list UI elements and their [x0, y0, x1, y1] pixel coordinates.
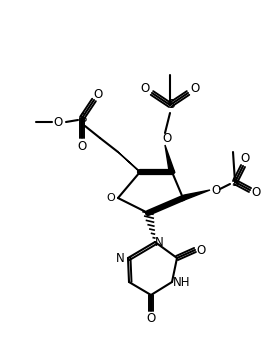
Text: N: N — [155, 236, 163, 248]
Text: O: O — [77, 140, 87, 153]
Text: O: O — [196, 244, 206, 256]
Polygon shape — [118, 152, 142, 174]
Text: O: O — [251, 186, 261, 200]
Text: S: S — [79, 112, 87, 124]
Text: O: O — [211, 184, 221, 197]
Text: O: O — [146, 312, 156, 326]
Text: N: N — [116, 251, 124, 265]
Text: O: O — [190, 83, 200, 95]
Polygon shape — [165, 145, 175, 173]
Text: O: O — [94, 88, 103, 100]
Text: O: O — [140, 83, 150, 95]
Text: S: S — [231, 176, 239, 188]
Text: O: O — [240, 153, 250, 165]
Text: O: O — [53, 116, 63, 128]
Text: O: O — [162, 131, 172, 145]
Text: S: S — [167, 98, 175, 112]
Text: O: O — [107, 193, 116, 203]
Polygon shape — [182, 190, 210, 201]
Text: NH: NH — [173, 276, 191, 289]
